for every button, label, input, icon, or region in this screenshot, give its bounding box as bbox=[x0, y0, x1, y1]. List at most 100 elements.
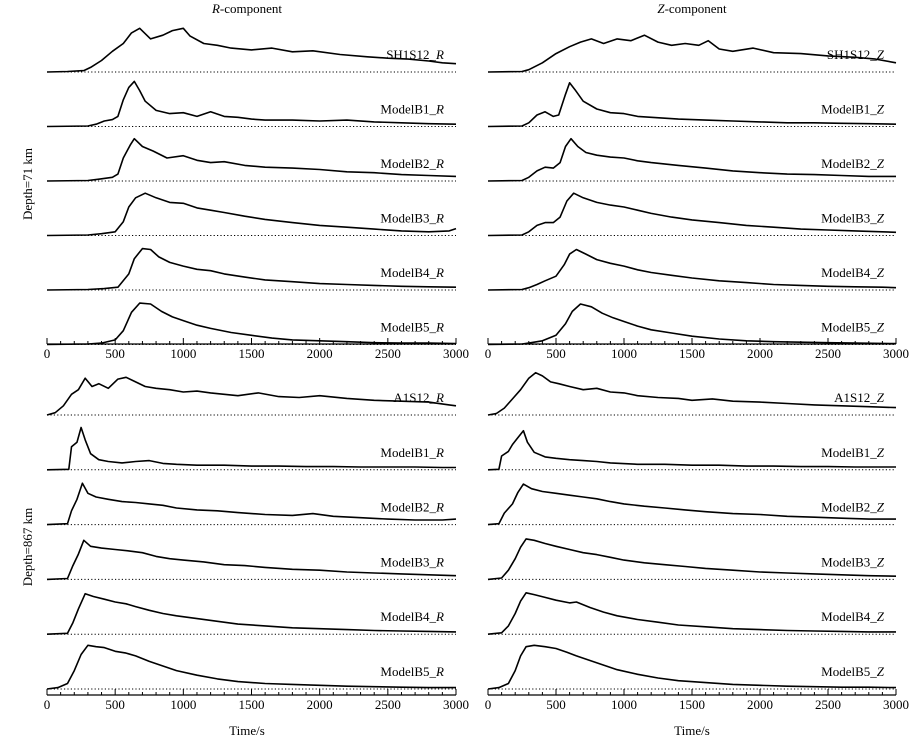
trace-ModelB3-R: ModelB3_R bbox=[46, 192, 457, 237]
trace-line bbox=[487, 248, 897, 291]
x-tick-label: 2500 bbox=[375, 346, 401, 361]
trace-SH1S12-R: SH1S12_R bbox=[46, 27, 457, 73]
trace-label-name: ModelB5_ bbox=[821, 664, 877, 679]
trace-label-suffix: Z bbox=[877, 47, 885, 62]
trace-label-name: ModelB2_ bbox=[380, 156, 436, 171]
trace-label-suffix: R bbox=[435, 47, 444, 62]
trace-label-name: ModelB4_ bbox=[380, 609, 436, 624]
trace-label-suffix: Z bbox=[877, 265, 885, 280]
trace-label: SH1S12_Z bbox=[827, 47, 885, 62]
trace-line bbox=[46, 27, 457, 73]
trace-A1S12-Z: A1S12_Z bbox=[487, 371, 897, 416]
x-axis: 0 500 1000 1500 2000 2500 3000 bbox=[485, 338, 909, 361]
trace-label: ModelB1_R bbox=[380, 445, 444, 460]
trace-line bbox=[46, 80, 457, 128]
trace-label: ModelB2_Z bbox=[821, 500, 885, 515]
trace-label-suffix: Z bbox=[877, 445, 885, 460]
trace-line bbox=[487, 592, 896, 635]
row-label-71km: Depth=71 km bbox=[20, 148, 35, 220]
trace-label: A1S12_Z bbox=[834, 390, 885, 405]
trace-label: ModelB3_R bbox=[380, 554, 444, 569]
trace-line bbox=[46, 539, 457, 581]
trace-ModelB2-Z: ModelB2_Z bbox=[487, 483, 896, 526]
trace-label-suffix: Z bbox=[877, 390, 885, 405]
trace-label-name: SH1S12_ bbox=[827, 47, 877, 62]
col-title-r: R-component bbox=[211, 1, 282, 16]
trace-ModelB1-R: ModelB1_R bbox=[46, 426, 456, 471]
trace-label-name: ModelB1_ bbox=[380, 102, 436, 117]
trace-label-suffix: Z bbox=[877, 211, 885, 226]
trace-label: ModelB3_R bbox=[380, 211, 444, 226]
trace-label-name: SH1S12_ bbox=[386, 47, 436, 62]
trace-label: ModelB4_Z bbox=[821, 265, 885, 280]
trace-label-name: ModelB2_ bbox=[380, 500, 436, 515]
trace-label-suffix: Z bbox=[877, 320, 885, 335]
x-tick-label: 1500 bbox=[239, 346, 265, 361]
trace-ModelB4-R: ModelB4_R bbox=[46, 247, 457, 291]
trace-ModelB3-R: ModelB3_R bbox=[46, 539, 457, 581]
trace-SH1S12-Z: SH1S12_Z bbox=[487, 34, 897, 73]
x-tick-label: 1000 bbox=[170, 346, 196, 361]
col-title-z: Z-component bbox=[657, 1, 727, 16]
trace-label: ModelB1_R bbox=[380, 102, 444, 117]
trace-label-suffix: Z bbox=[877, 500, 885, 515]
x-tick-label: 0 bbox=[485, 697, 492, 712]
trace-line bbox=[46, 192, 457, 237]
x-tick-label: 1500 bbox=[679, 697, 705, 712]
x-tick-label: 1500 bbox=[679, 346, 705, 361]
traces-layer: SH1S12_RModelB1_RModelB2_RModelB3_RModel… bbox=[46, 27, 897, 690]
trace-line bbox=[46, 302, 457, 346]
trace-label-name: ModelB1_ bbox=[380, 445, 436, 460]
x-tick-label: 2000 bbox=[307, 346, 333, 361]
trace-label: ModelB4_R bbox=[380, 265, 444, 280]
trace-label: ModelB1_Z bbox=[821, 102, 885, 117]
x-tick-label: 0 bbox=[44, 346, 51, 361]
trace-label-suffix: Z bbox=[877, 554, 885, 569]
xlabel-right: Time/s bbox=[674, 723, 710, 738]
col-title-r-rest: -component bbox=[220, 1, 282, 16]
trace-label-suffix: Z bbox=[877, 609, 885, 624]
trace-label: ModelB4_Z bbox=[821, 609, 885, 624]
x-tick-label: 2000 bbox=[747, 697, 773, 712]
x-axis: 0 500 1000 1500 2000 2500 3000 bbox=[485, 689, 909, 712]
trace-line bbox=[487, 303, 897, 346]
trace-ModelB1-Z: ModelB1_Z bbox=[487, 82, 897, 128]
trace-label-name: ModelB5_ bbox=[380, 320, 436, 335]
x-tick-label: 3000 bbox=[883, 346, 909, 361]
trace-label-name: ModelB4_ bbox=[821, 265, 877, 280]
trace-line bbox=[46, 137, 457, 182]
trace-label-suffix: R bbox=[435, 211, 444, 226]
trace-label-name: ModelB1_ bbox=[821, 102, 877, 117]
trace-line bbox=[46, 426, 456, 471]
trace-label-name: ModelB4_ bbox=[821, 609, 877, 624]
trace-label-name: ModelB3_ bbox=[380, 211, 436, 226]
col-title-z-rest: -component bbox=[665, 1, 727, 16]
trace-line bbox=[46, 592, 457, 635]
trace-label-name: ModelB3_ bbox=[380, 554, 436, 569]
trace-label-name: A1S12_ bbox=[393, 390, 436, 405]
trace-line bbox=[487, 644, 897, 690]
trace-line bbox=[487, 429, 896, 471]
trace-label-name: ModelB4_ bbox=[380, 265, 436, 280]
col-title-r-italic: R bbox=[211, 1, 220, 16]
trace-ModelB1-Z: ModelB1_Z bbox=[487, 429, 896, 471]
trace-line bbox=[487, 538, 897, 581]
trace-line bbox=[487, 82, 897, 128]
trace-label: ModelB3_Z bbox=[821, 554, 885, 569]
trace-label-suffix: R bbox=[435, 390, 444, 405]
x-tick-label: 500 bbox=[546, 346, 566, 361]
x-tick-label: 2000 bbox=[747, 346, 773, 361]
trace-label-suffix: R bbox=[435, 500, 444, 515]
trace-label: ModelB5_Z bbox=[821, 664, 885, 679]
trace-line bbox=[46, 247, 457, 291]
axes-layer: 0 500 1000 1500 2000 2500 3000 0 500 1000 1500 2000… bbox=[44, 338, 909, 712]
trace-label: ModelB5_R bbox=[380, 664, 444, 679]
trace-label-suffix: R bbox=[435, 320, 444, 335]
x-tick-label: 1000 bbox=[611, 346, 637, 361]
x-tick-label: 1000 bbox=[170, 697, 196, 712]
trace-ModelB2-R: ModelB2_R bbox=[46, 482, 457, 526]
trace-ModelB4-R: ModelB4_R bbox=[46, 592, 457, 635]
trace-label-suffix: R bbox=[435, 445, 444, 460]
trace-ModelB4-Z: ModelB4_Z bbox=[487, 592, 896, 635]
trace-label: ModelB3_Z bbox=[821, 211, 885, 226]
